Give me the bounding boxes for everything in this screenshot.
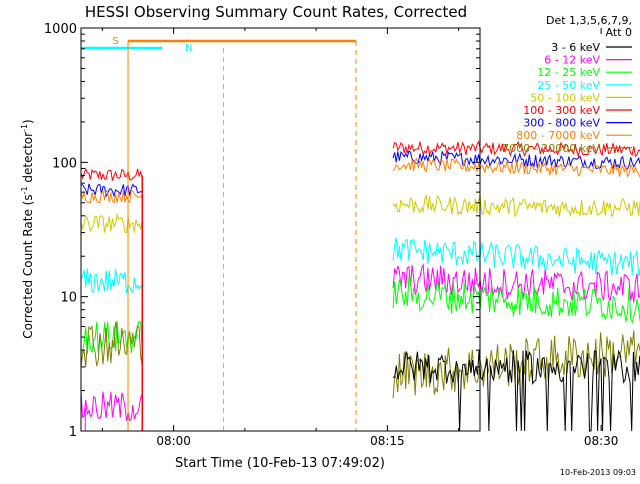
trace-6-12keV [80, 391, 143, 422]
trace-6-12keV [392, 262, 640, 303]
trace-7000-20000keV [392, 330, 640, 399]
footer-date: 10-Feb-2013 09:03 [560, 468, 636, 477]
y-axis-label-sup-2: -1 [20, 124, 29, 132]
saa-marker-label: S [112, 36, 118, 47]
x-tick-label: 08:00 [156, 434, 191, 448]
plot-frame [80, 27, 481, 432]
legend-label: 50 - 100 keV [530, 91, 600, 104]
legend-label: 7000 - 20000 keV [502, 142, 600, 155]
legend-header-line-2: Att 0 [606, 26, 632, 39]
trace-25-50keV [80, 268, 143, 294]
trace-100-300keV [392, 140, 640, 158]
trace-3-6keV [392, 349, 640, 432]
trace-300-800keV [81, 183, 143, 198]
chart-title: HESSI Observing Summary Count Rates, Cor… [85, 3, 467, 21]
legend-label: 300 - 800 keV [523, 117, 600, 130]
y-axis-label-part-1: Corrected Count Rate (s [21, 194, 35, 338]
legend-label: 100 - 300 keV [523, 104, 600, 117]
y-axis-label-sup-1: -1 [20, 186, 29, 194]
plot-area [81, 28, 480, 431]
y-tick-label: 100 [52, 156, 77, 171]
legend-label: 12 - 25 keV [537, 66, 600, 79]
y-tick-label: 1 [69, 425, 77, 440]
trace-50-100keV [392, 194, 640, 218]
trace-300-800keV [392, 150, 640, 170]
x-tick-label: 08:15 [370, 434, 405, 448]
trace-800-7000keV [80, 189, 143, 204]
trace-12-25keV [392, 276, 640, 324]
legend-label: 6 - 12 keV [544, 54, 600, 67]
legend-label: 3 - 6 keV [551, 41, 600, 54]
trace-25-50keV [392, 237, 640, 277]
trace-7000-20000keV [80, 321, 143, 368]
trace-800-7000keV [392, 157, 640, 179]
y-tick-label: 1000 [44, 22, 77, 37]
data-layer [80, 140, 640, 432]
y-axis-label-part-2: detector [21, 132, 35, 187]
night-marker-label: N [185, 43, 192, 54]
x-tick-label: 08:30 [584, 434, 619, 448]
y-axis-label-part-3: ) [21, 119, 35, 124]
legend-label: 25 - 50 keV [537, 79, 600, 92]
trace-50-100keV [80, 212, 143, 234]
y-axis-label: Corrected Count Rate (s-1 detector-1) [20, 119, 35, 338]
y-tick-label: 10 [60, 291, 77, 306]
x-axis-label: Start Time (10-Feb-13 07:49:02) [175, 456, 385, 471]
legend-label: 800 - 7000 keV [516, 129, 600, 142]
legend-header-line-1: Det 1,3,5,6,7,9, [546, 14, 632, 27]
trace-100-300keV [80, 167, 143, 181]
